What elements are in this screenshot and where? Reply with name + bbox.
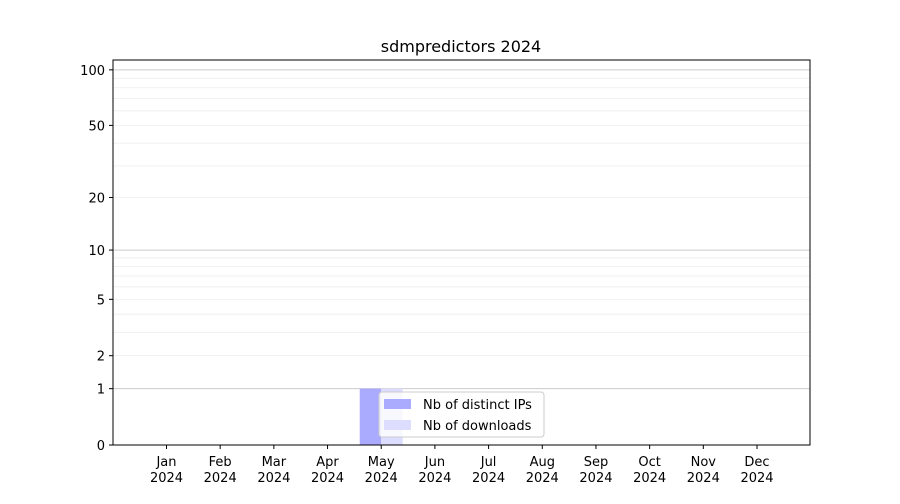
legend-swatch <box>384 399 411 409</box>
y-tick-label: 0 <box>97 439 105 454</box>
y-tick-label: 2 <box>97 350 105 365</box>
plot-frame <box>112 59 811 446</box>
x-tick-label: Nov 2024 <box>687 455 720 486</box>
x-tick-label: Mar 2024 <box>257 455 290 486</box>
x-tick-label: Oct 2024 <box>633 455 666 486</box>
y-tick-label: 100 <box>80 64 105 79</box>
legend: Nb of distinct IPs Nb of downloads <box>378 391 545 438</box>
x-tick-label: Jun 2024 <box>418 455 451 486</box>
legend-label: Nb of downloads <box>423 419 532 434</box>
legend-box <box>378 391 545 438</box>
x-tick-label: Apr 2024 <box>311 455 344 486</box>
x-tick-label: Jan 2024 <box>150 455 183 486</box>
x-tick-label: May 2024 <box>365 455 398 486</box>
x-tick-label: Aug 2024 <box>526 455 559 486</box>
y-tick-label: 1 <box>97 383 105 398</box>
x-tick-label: Sep 2024 <box>579 455 612 486</box>
bar-nb-of-distinct-ips <box>359 388 382 445</box>
chart-title: sdmpredictors 2024 <box>381 37 541 56</box>
y-tick-label: 5 <box>97 293 105 308</box>
x-tick-label: Dec 2024 <box>740 455 773 486</box>
y-tick-label: 10 <box>88 244 105 259</box>
legend-label: Nb of distinct IPs <box>423 398 532 413</box>
y-tick-label: 50 <box>88 119 105 134</box>
x-tick-label: Jul 2024 <box>472 455 505 486</box>
y-tick-label: 20 <box>88 192 105 207</box>
legend-swatch <box>384 420 411 430</box>
x-tick-label: Feb 2024 <box>204 455 237 486</box>
